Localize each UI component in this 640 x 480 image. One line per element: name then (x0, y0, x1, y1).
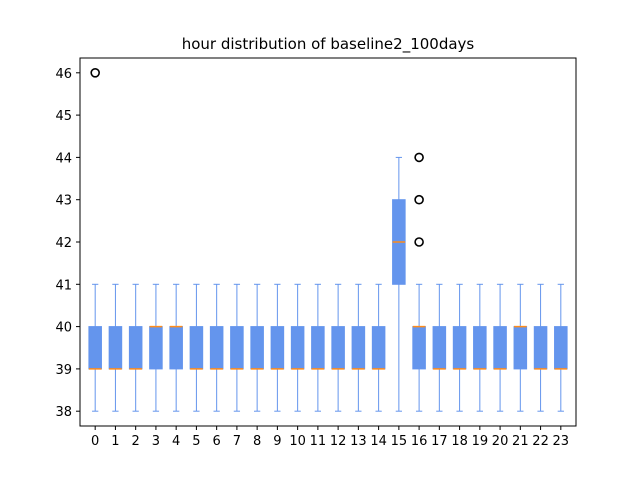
y-tick-label-41: 41 (55, 278, 72, 293)
box-body-18 (452, 326, 467, 370)
box-body-23 (554, 326, 568, 370)
x-tick-label-10: 10 (289, 434, 306, 449)
plot-area (88, 68, 568, 412)
y-tick-label-42: 42 (55, 236, 72, 251)
x-axis: 0 1 2 3 4 5 6 7 8 9 10 11 12 13 14 15 16 17 18 19 20 21 22 23 (91, 426, 569, 449)
x-tick-label-17: 17 (431, 434, 448, 449)
x-tick-label-11: 11 (310, 434, 327, 449)
box-body-0 (88, 326, 102, 370)
y-tick-label-38: 38 (55, 405, 72, 420)
box-0 (88, 68, 102, 412)
box-body-16 (412, 326, 426, 370)
box-body-6 (209, 326, 224, 370)
x-tick-label-14: 14 (370, 434, 387, 449)
x-tick-label-20: 20 (492, 434, 509, 449)
box-body-3 (149, 326, 163, 370)
y-tick-label-46: 46 (55, 67, 72, 82)
box-body-10 (290, 326, 305, 370)
box-body-11 (311, 326, 325, 370)
box-4 (169, 283, 183, 412)
x-tick-label-22: 22 (532, 434, 549, 449)
box-17 (432, 283, 447, 412)
x-tick-label-4: 4 (172, 434, 180, 449)
x-tick-label-6: 6 (213, 434, 221, 449)
box-1 (108, 283, 123, 412)
box-body-2 (128, 326, 143, 370)
box-11 (311, 283, 325, 412)
outlier-16-44 (414, 152, 424, 163)
box-18 (452, 283, 467, 412)
box-body-17 (432, 326, 447, 370)
outlier-16-43 (414, 194, 424, 205)
box-body-22 (533, 326, 548, 370)
box-body-8 (250, 326, 264, 370)
box-body-20 (493, 326, 507, 370)
y-tick-label-43: 43 (55, 194, 72, 209)
x-tick-label-13: 13 (350, 434, 367, 449)
outlier-0-46 (90, 68, 100, 78)
box-7 (230, 283, 244, 412)
x-tick-label-1: 1 (111, 434, 119, 449)
box-21 (513, 283, 528, 412)
y-tick-label-44: 44 (55, 151, 72, 166)
x-tick-label-12: 12 (330, 434, 347, 449)
box-6 (209, 283, 224, 412)
x-tick-label-18: 18 (451, 434, 468, 449)
x-tick-label-16: 16 (411, 434, 428, 449)
y-axis: 38 39 40 41 42 43 44 45 46 (55, 67, 80, 420)
box-22 (533, 283, 548, 412)
box-8 (250, 283, 264, 412)
box-23 (554, 283, 568, 412)
box-10 (290, 283, 305, 412)
box-body-21 (513, 326, 528, 370)
x-tick-label-23: 23 (553, 434, 570, 449)
box-19 (473, 283, 487, 412)
box-14 (371, 283, 386, 412)
box-16 (412, 152, 426, 412)
plot-frame (79, 57, 577, 427)
x-tick-label-8: 8 (253, 434, 261, 449)
x-tick-label-0: 0 (91, 434, 99, 449)
box-15 (392, 156, 406, 412)
x-tick-label-7: 7 (233, 434, 241, 449)
outlier-16-42 (414, 237, 424, 247)
x-tick-label-3: 3 (152, 434, 160, 449)
box-body-9 (270, 326, 285, 370)
box-body-7 (230, 326, 244, 370)
x-tick-label-19: 19 (472, 434, 489, 449)
box-body-14 (371, 326, 386, 370)
x-tick-label-15: 15 (391, 434, 408, 449)
box-body-13 (351, 326, 366, 370)
box-body-1 (108, 326, 123, 370)
box-13 (351, 283, 366, 412)
box-body-4 (169, 326, 183, 370)
box-9 (270, 283, 285, 412)
box-body-12 (331, 326, 345, 370)
chart-title: hour distribution of baseline2_100days (182, 35, 475, 54)
box-5 (189, 283, 204, 412)
box-3 (149, 283, 163, 412)
x-tick-label-9: 9 (273, 434, 281, 449)
x-tick-label-2: 2 (132, 434, 140, 449)
box-2 (128, 283, 143, 412)
y-tick-label-45: 45 (55, 109, 72, 124)
y-tick-label-39: 39 (55, 363, 72, 378)
x-tick-label-21: 21 (512, 434, 529, 449)
box-20 (493, 283, 507, 412)
box-body-5 (189, 326, 204, 370)
x-tick-label-5: 5 (192, 434, 200, 449)
box-12 (331, 283, 345, 412)
y-tick-label-40: 40 (55, 321, 72, 336)
box-body-19 (473, 326, 487, 370)
